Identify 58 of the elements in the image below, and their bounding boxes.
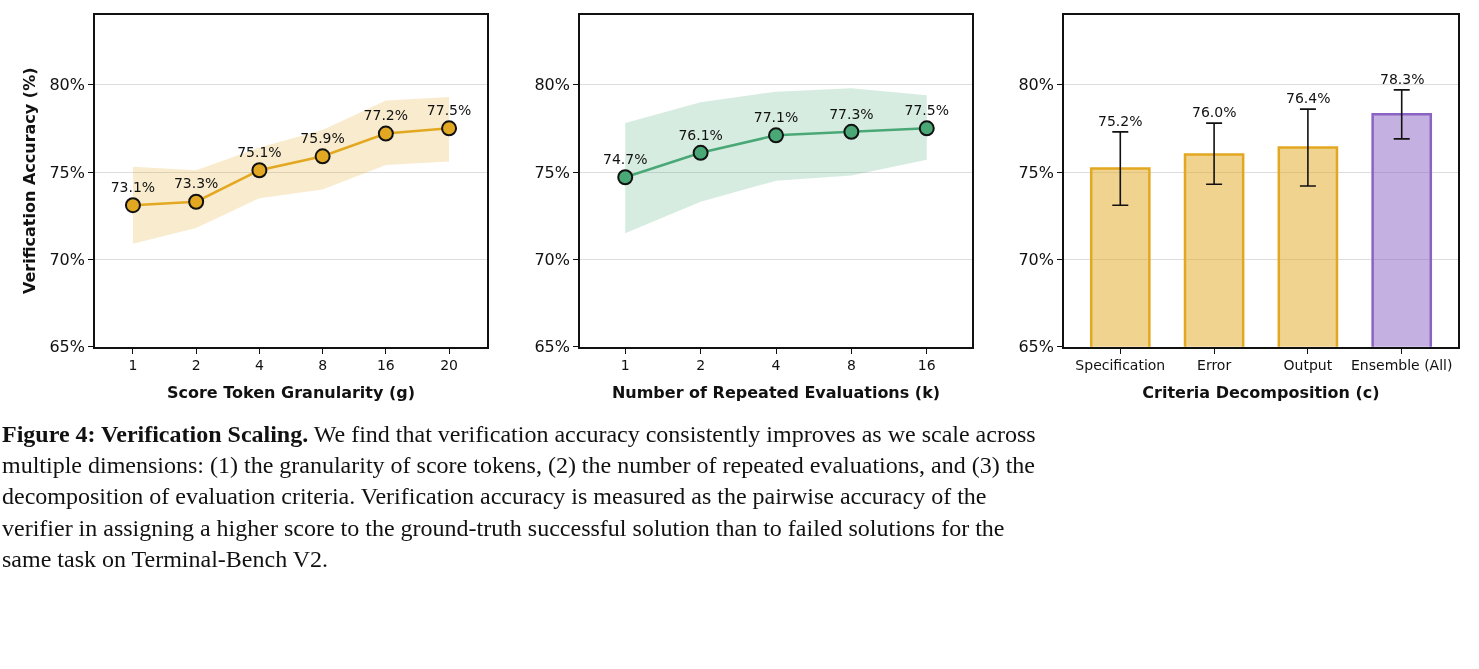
y-axis-title: Verification Accuracy (%) bbox=[19, 67, 39, 295]
point bbox=[377, 125, 394, 142]
data-label: 75.9% bbox=[300, 130, 345, 147]
data-label: 78.3% bbox=[1380, 71, 1425, 87]
y-tick-label: 70% bbox=[1018, 249, 1054, 269]
y-tick-label: 80% bbox=[1018, 75, 1054, 95]
point bbox=[918, 120, 935, 137]
x-tick-label: Error bbox=[1197, 357, 1232, 374]
point bbox=[843, 123, 860, 140]
y-tick-label: 65% bbox=[1018, 337, 1054, 357]
x-axis-title: Number of Repeated Evaluations (k) bbox=[611, 382, 941, 402]
data-label: 76.0% bbox=[1192, 104, 1237, 120]
point bbox=[188, 193, 205, 210]
x-tick-label: Specification bbox=[1075, 357, 1166, 374]
data-label: 77.2% bbox=[363, 107, 409, 124]
y-tick-label: 75% bbox=[49, 162, 85, 182]
point bbox=[617, 169, 634, 186]
y-tick-label: 80% bbox=[49, 75, 85, 95]
point bbox=[768, 127, 784, 144]
y-tick-label: 75% bbox=[534, 162, 570, 182]
x-tick-label: 8 bbox=[846, 357, 856, 374]
x-tick-label: 2 bbox=[696, 357, 706, 374]
data-label: 76.1% bbox=[678, 126, 723, 143]
y-tick-label: 65% bbox=[49, 337, 85, 357]
point bbox=[314, 148, 331, 165]
data-label: 77.3% bbox=[829, 105, 874, 122]
y-tick-label: 70% bbox=[49, 249, 85, 269]
caption: Figure 4: Verification Scaling. bbox=[2, 421, 309, 447]
y-tick-label: 65% bbox=[534, 337, 570, 357]
x-axis-title: Criteria Decomposition (c) bbox=[1142, 382, 1380, 402]
point bbox=[251, 162, 268, 179]
x-tick-label: 16 bbox=[917, 357, 936, 374]
y-tick-label: 75% bbox=[1018, 162, 1054, 182]
data-label: 75.1% bbox=[237, 144, 282, 161]
x-tick-label: 1 bbox=[620, 357, 630, 374]
data-label: 73.3% bbox=[173, 175, 219, 192]
data-label: 77.1% bbox=[753, 109, 799, 126]
y-tick-label: 70% bbox=[534, 249, 570, 269]
data-label: 75.2% bbox=[1098, 113, 1143, 129]
data-label: 76.4% bbox=[1286, 90, 1331, 106]
x-tick-label: 20 bbox=[440, 357, 458, 374]
x-tick-label: Output bbox=[1283, 357, 1333, 374]
x-axis-title: Score Token Granularity (g) bbox=[166, 382, 416, 402]
y-tick-label: 80% bbox=[534, 75, 570, 95]
x-tick-label: 4 bbox=[771, 357, 781, 374]
data-label: 77.5% bbox=[904, 102, 950, 119]
x-tick-label: 16 bbox=[376, 357, 395, 374]
x-tick-label: 4 bbox=[254, 357, 264, 374]
point bbox=[124, 197, 141, 214]
x-tick-label: Ensemble (All) bbox=[1351, 357, 1453, 374]
x-tick-label: 8 bbox=[318, 357, 328, 374]
data-label: 74.7% bbox=[602, 151, 648, 168]
data-label: 77.5% bbox=[426, 102, 472, 119]
data-label: 73.1% bbox=[110, 178, 156, 195]
x-tick-label: 1 bbox=[128, 357, 138, 374]
point bbox=[441, 120, 458, 137]
point bbox=[692, 144, 709, 161]
x-tick-label: 2 bbox=[191, 357, 201, 374]
